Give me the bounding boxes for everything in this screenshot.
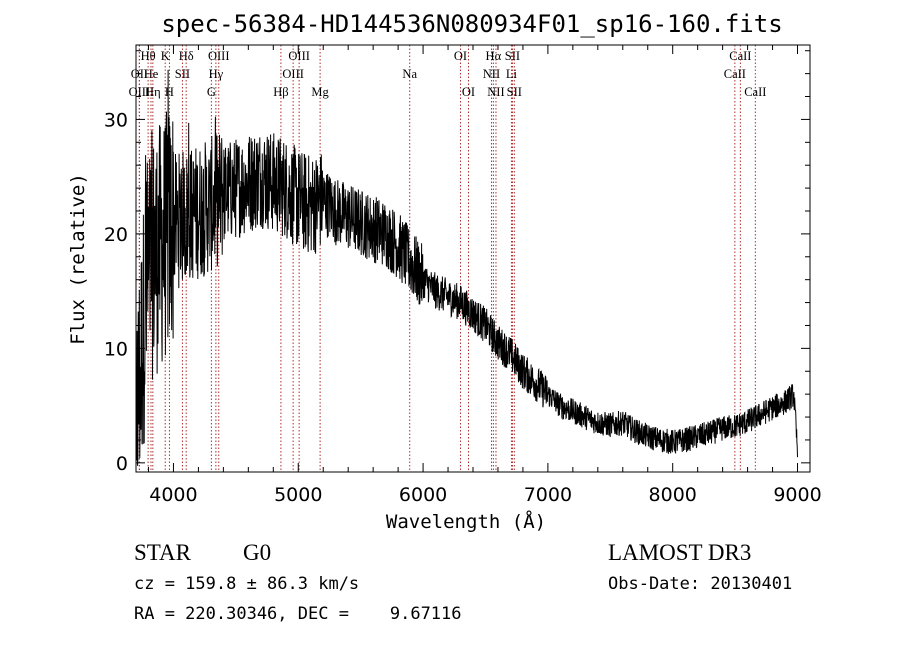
x-tick-label: 6000 — [399, 484, 447, 506]
x-axis-label: Wavelength (Å) — [386, 510, 546, 533]
line-label-7: H — [165, 85, 174, 99]
line-label-0: Hθ — [141, 49, 156, 63]
x-tick-label: 7000 — [524, 484, 572, 506]
line-label-5: K — [161, 49, 170, 63]
line-label-8: Hδ — [179, 49, 194, 63]
object-subclass: G0 — [243, 540, 271, 565]
line-label-22: SII — [505, 49, 520, 63]
obs-date-text: Obs-Date: 20130401 — [608, 574, 792, 594]
line-label-6: SII — [175, 67, 190, 81]
line-label-11: G — [207, 85, 216, 99]
line-label-25: CaII — [724, 67, 746, 81]
spectrum-line — [135, 69, 798, 466]
line-label-27: CaII — [744, 85, 766, 99]
x-tick-label: 9000 — [773, 484, 821, 506]
chart-title: spec-56384-HD144536N080934F01_sp16-160.f… — [161, 10, 782, 38]
x-axis-ticks: 4000 5000 6000 7000 8000 9000 — [147, 45, 822, 506]
x-tick-label: 5000 — [274, 484, 322, 506]
y-tick-label: 10 — [104, 338, 128, 360]
y-tick-label: 20 — [104, 224, 128, 246]
line-label-3: He — [144, 67, 159, 81]
x-tick-label: 4000 — [149, 484, 197, 506]
line-label-13: OIII — [288, 49, 310, 63]
line-label-14: OIII — [282, 67, 304, 81]
line-label-17: OI — [454, 49, 467, 63]
line-label-19: Hα — [486, 49, 502, 63]
survey-name: LAMOST DR3 — [608, 540, 751, 565]
line-label-23: Li — [506, 67, 518, 81]
coordinates-text: RA = 220.30346, DEC = 9.67116 — [134, 604, 462, 624]
x-tick-label: 8000 — [649, 484, 697, 506]
y-axis-label: Flux (relative) — [67, 173, 89, 345]
object-class: STAR — [134, 540, 192, 565]
line-label-21: NII — [487, 85, 504, 99]
line-label-24: SII — [507, 85, 522, 99]
plot-frame — [135, 44, 811, 473]
line-label-10: Hγ — [209, 67, 224, 81]
line-label-9: OIII — [208, 49, 230, 63]
line-label-2: OIII — [129, 85, 151, 99]
line-label-15: Mg — [311, 85, 329, 99]
redshift-text: cz = 159.8 ± 86.3 km/s — [134, 574, 359, 594]
line-label-16: Na — [402, 67, 417, 81]
y-axis-ticks: 0 10 20 30 — [104, 50, 810, 475]
y-tick-label: 30 — [104, 109, 128, 131]
y-tick-label: 0 — [116, 453, 128, 475]
spectral-line-markers — [138, 45, 756, 472]
line-label-20: NII — [483, 67, 500, 81]
line-label-18: OI — [462, 85, 475, 99]
line-label-26: CaII — [729, 49, 751, 63]
line-label-12: Hβ — [273, 85, 288, 99]
line-label-4: Hη — [145, 85, 161, 99]
